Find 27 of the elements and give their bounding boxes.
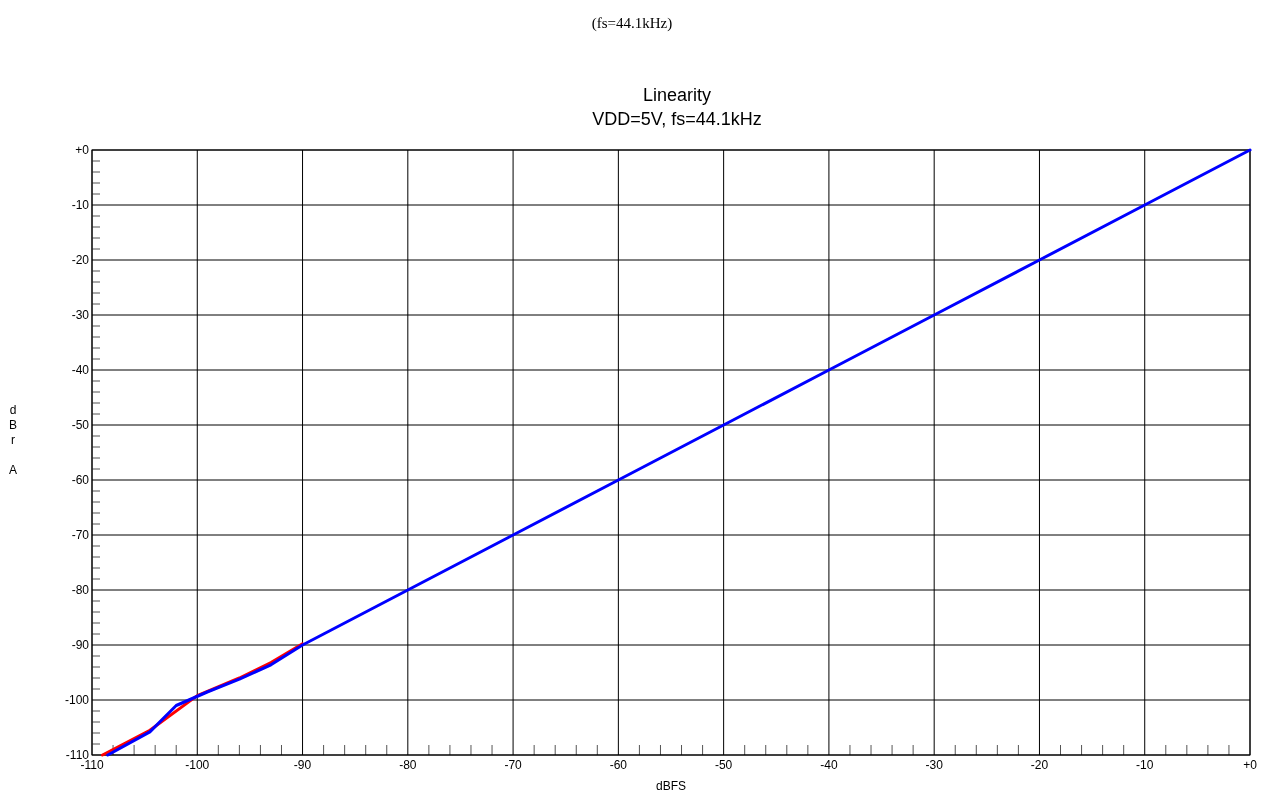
x-tick-label: -70	[504, 758, 523, 772]
x-tick-label: -30	[925, 758, 944, 772]
x-tick-label: -40	[820, 758, 838, 772]
x-tick-label: -80	[399, 758, 417, 772]
y-tick-label: -70	[71, 528, 90, 542]
x-axis-title: dBFS	[655, 779, 687, 793]
y-tick-label: -60	[71, 473, 90, 487]
chart-title: Linearity	[642, 85, 712, 105]
y-tick-label: -100	[64, 693, 90, 707]
x-tick-label: -10	[1136, 758, 1154, 772]
y-tick-label: -10	[71, 198, 90, 212]
x-tick-label: -20	[1030, 758, 1049, 772]
y-tick-label: -90	[71, 638, 90, 652]
y-tick-label: -20	[71, 253, 90, 267]
x-tick-label: +0	[1243, 758, 1258, 772]
text: dBr A	[8, 403, 18, 477]
y-tick-label: -30	[71, 308, 90, 322]
x-tick-label: -100	[185, 758, 210, 772]
x-tick-label: -60	[609, 758, 628, 772]
x-tick-label: -50	[714, 758, 733, 772]
y-tick-label: -80	[71, 583, 90, 597]
x-tick-label: -90	[293, 758, 312, 772]
text: (fs=44.1kHz)	[591, 15, 673, 32]
chart-subtitle: VDD=5V, fs=44.1kHz	[592, 109, 762, 129]
y-tick-label: -50	[71, 418, 90, 432]
y-tick-label: -40	[71, 363, 90, 377]
y-tick-label: +0	[75, 143, 90, 157]
